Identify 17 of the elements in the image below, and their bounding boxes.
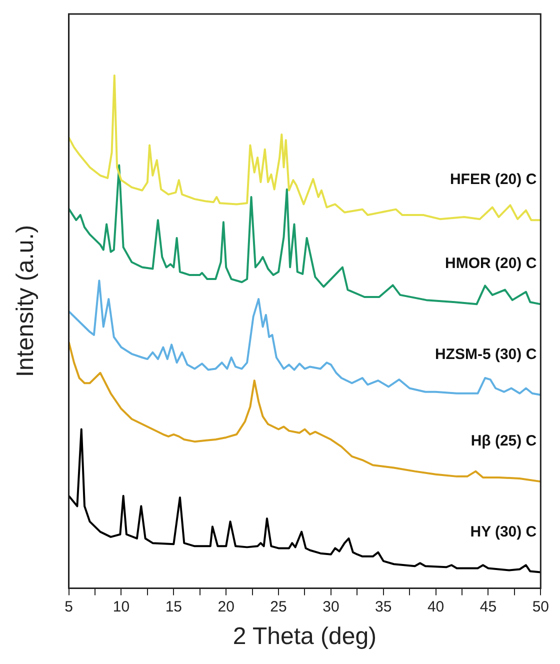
x-axis-title: 2 Theta (deg) — [232, 623, 377, 650]
series-label: Hβ (25) C — [470, 432, 537, 450]
series-label: HFER (20) C — [450, 171, 537, 188]
x-tick-label: 45 — [480, 598, 497, 616]
series-label: HY (30) C — [470, 523, 537, 540]
x-tick-label: 25 — [270, 598, 287, 616]
series-label: HZSM-5 (30) C — [434, 346, 537, 363]
x-tick-label: 20 — [218, 598, 234, 616]
x-tick-label: 50 — [532, 598, 549, 616]
x-tick-label: 15 — [165, 598, 182, 616]
x-tick-label: 35 — [375, 598, 392, 616]
x-tick-label: 10 — [112, 598, 130, 616]
x-tick-label: 40 — [427, 598, 444, 616]
x-tick-label: 5 — [64, 598, 73, 616]
series-label: HMOR (20) C — [444, 255, 537, 272]
x-tick-label: 30 — [322, 598, 340, 616]
y-axis-title: Intensity (a.u.) — [12, 225, 40, 378]
